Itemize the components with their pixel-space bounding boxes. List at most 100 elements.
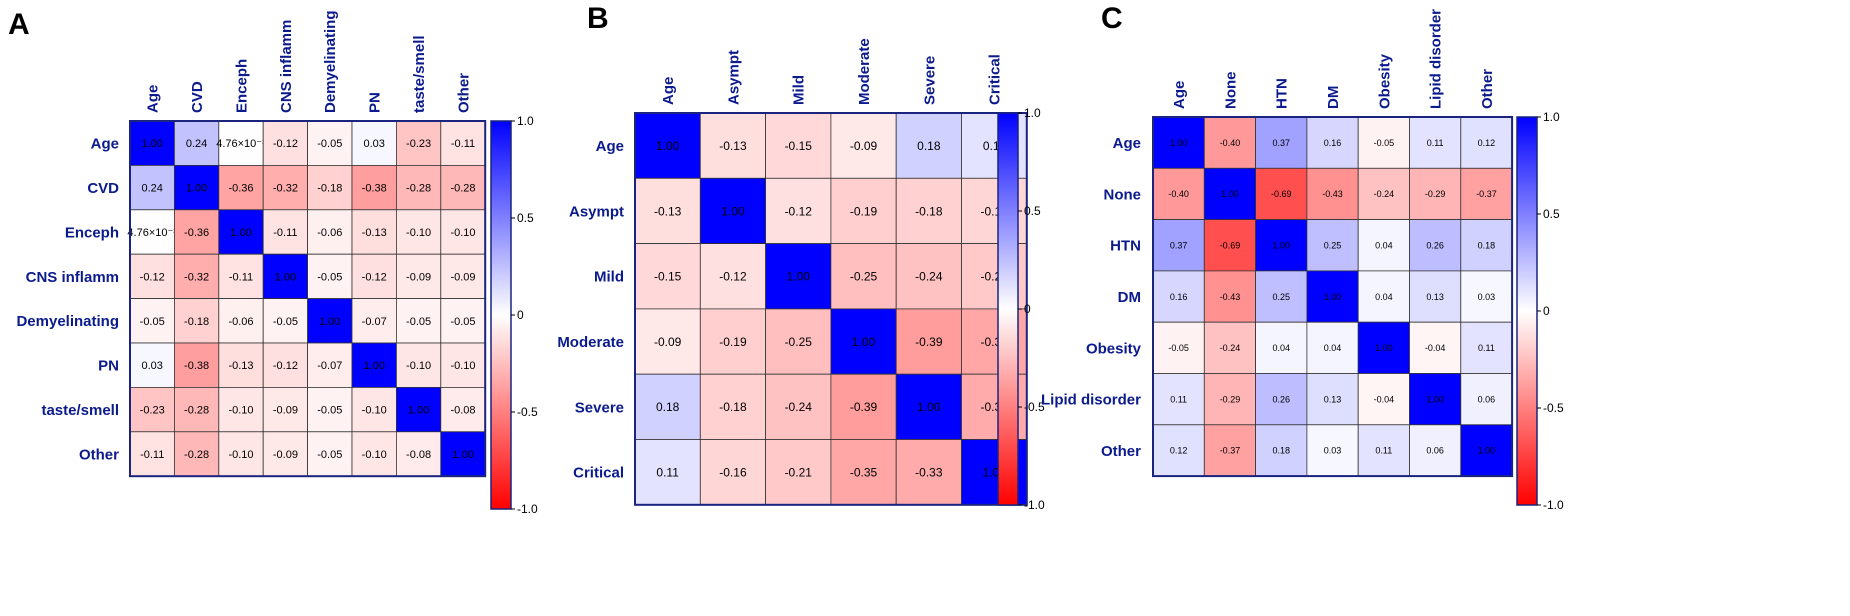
cell-value-label: -0.29: [1220, 394, 1241, 404]
cell-value-label: -0.05: [140, 316, 165, 328]
heatmap-cell: [1357, 373, 1410, 426]
heatmap-cell: [173, 209, 220, 255]
cell-value-label: -0.07: [362, 316, 387, 328]
colorbar-tick-label: 0.5: [1024, 204, 1041, 218]
column-label: Enceph: [233, 59, 250, 113]
cell-value-label: -0.08: [406, 449, 431, 461]
row-label: Critical: [573, 465, 624, 482]
cell-value-label: 4.76×10⁻³: [216, 138, 266, 150]
heatmap-panel-a: A1.00 0.24 4.76×10⁻³ -0.12 -0.05 0.03 -0.23 -0.…: [8, 8, 538, 516]
heatmap-cell: [307, 253, 353, 299]
cell-value-label: 0.16: [1324, 138, 1342, 148]
heatmap-border: [129, 120, 487, 478]
heatmap-cell: [440, 342, 486, 388]
heatmap-cell: [699, 112, 766, 179]
heatmap-border: [1152, 116, 1514, 478]
cell-value-label: 0.12: [1478, 138, 1496, 148]
cell-value-label: -0.18: [719, 400, 747, 414]
cell-value-label: 0.25: [1324, 240, 1342, 250]
heatmap-cell: [765, 243, 832, 310]
heatmap-cell: [218, 342, 264, 388]
cell-value-label: 0.18: [1272, 446, 1290, 456]
colorbar-tick-label: -0.5: [1543, 401, 1564, 415]
cell-value-label: -0.43: [1220, 292, 1241, 302]
row-label: Severe: [575, 399, 624, 416]
cell-value-label: -0.10: [450, 227, 475, 239]
cell-value-label: -0.09: [273, 449, 298, 461]
cell-value-label: 0.24: [186, 138, 207, 150]
row-label: CNS inflamm: [26, 269, 119, 286]
cell-value-label: -0.24: [1220, 343, 1241, 353]
heatmap-cell: [218, 431, 264, 477]
heatmap-cell: [351, 209, 397, 255]
heatmap-cell: [262, 209, 309, 255]
heatmap-cell: [765, 177, 832, 245]
column-label: Lipid disorder: [1428, 9, 1445, 109]
heatmap-cell: [830, 177, 897, 245]
column-label: Obesity: [1376, 53, 1393, 109]
heatmap-cell: [307, 342, 353, 388]
heatmap-cell: [1255, 270, 1308, 323]
heatmap-cell: [1255, 373, 1308, 426]
cell-value-label: -0.28: [184, 405, 209, 417]
heatmap-cell: [765, 439, 832, 506]
colorbar-tick-label: 1.0: [1024, 106, 1041, 120]
row-label: Obesity: [1086, 340, 1142, 357]
heatmap-cell: [1357, 270, 1410, 323]
heatmap-cell: [173, 164, 220, 211]
cell-value-label: -0.04: [1374, 394, 1395, 404]
cell-value-label: -0.32: [273, 183, 298, 195]
cell-value-label: -0.12: [140, 271, 165, 283]
cell-value-label: 1.00: [852, 335, 876, 349]
colorbar-tick-label: 1.0: [1543, 110, 1560, 124]
cell-value-label: -0.35: [850, 465, 878, 479]
cell-value-label: -0.05: [273, 316, 298, 328]
row-label: taste/smell: [41, 402, 119, 419]
cell-value-label: -0.05: [317, 138, 342, 150]
heatmap-cell: [440, 164, 486, 211]
panel-label: B: [587, 2, 609, 35]
colorbar: [1516, 116, 1538, 506]
cell-value-label: -0.11: [273, 227, 297, 239]
heatmap-panel-c: C1.00 -0.40 0.37 0.16 -0.05 0.11 0.12-0.40 1.00…: [1041, 2, 1564, 512]
cell-value-label: -0.43: [1322, 189, 1343, 199]
cell-value-label: -0.25: [785, 335, 813, 349]
cell-value-label: -0.09: [654, 335, 682, 349]
cell-value-label: 0.04: [1375, 292, 1393, 302]
cell-value-label: -0.12: [785, 204, 813, 218]
colorbar-tick-label: -1.0: [517, 502, 538, 516]
cell-value-label: 1.00: [1375, 343, 1393, 353]
heatmap-cell: [262, 164, 309, 211]
cell-value-label: 1.00: [1272, 240, 1290, 250]
heatmap-cell: [173, 120, 220, 166]
cell-value-label: -0.05: [1168, 343, 1189, 353]
heatmap-cell: [395, 253, 442, 299]
cell-value-label: -0.18: [317, 183, 342, 195]
cell-value-label: -0.10: [450, 360, 475, 372]
panel-label: C: [1101, 2, 1123, 35]
cell-value-label: -0.18: [184, 316, 209, 328]
cell-value-label: -0.05: [406, 316, 431, 328]
heatmap-cell: [895, 308, 962, 375]
cell-value-label: -0.28: [406, 183, 431, 195]
cell-value-label: 0.26: [1272, 394, 1290, 404]
row-label: HTN: [1110, 238, 1141, 255]
cell-value-label: -0.24: [1374, 189, 1395, 199]
cell-value-label: -0.09: [450, 271, 475, 283]
heatmap-cell: [1152, 270, 1205, 323]
heatmap-cell: [1255, 424, 1308, 477]
column-label: Age: [1171, 81, 1188, 109]
column-label: Mild: [791, 75, 808, 105]
cell-value-label: -0.25: [850, 270, 878, 284]
column-label: CVD: [189, 81, 206, 113]
cell-value-label: 0.11: [1170, 394, 1187, 404]
heatmap-cell: [1460, 270, 1513, 323]
heatmap-cell: [895, 177, 962, 245]
cell-value-label: -0.09: [406, 271, 431, 283]
cell-value-label: -0.32: [184, 271, 209, 283]
column-label: CNS inflamm: [278, 20, 295, 113]
cell-value-label: -0.19: [719, 335, 747, 349]
row-label: Enceph: [65, 224, 119, 241]
heatmap-cell: [351, 120, 397, 166]
row-label: Other: [1101, 443, 1141, 460]
